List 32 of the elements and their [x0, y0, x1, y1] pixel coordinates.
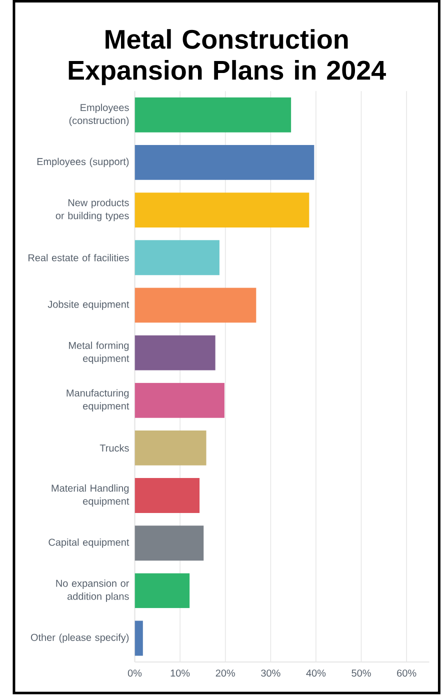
x-tick-label: 0% — [128, 670, 142, 677]
bar — [134, 192, 310, 228]
bar — [134, 288, 256, 323]
bar — [134, 335, 216, 370]
bar — [134, 430, 206, 466]
y-tick-label: Employees (support) — [37, 158, 129, 168]
x-tick-label: 50% — [352, 670, 371, 677]
y-tick-label: Real estate of facilities — [28, 254, 129, 262]
y-tick-label: New products or building types — [56, 198, 129, 222]
x-tick-label: 40% — [306, 670, 326, 677]
y-tick-label: No expansion or addition plans — [56, 580, 129, 602]
bar — [134, 382, 224, 418]
y-tick-label: Trucks — [100, 444, 129, 452]
bar — [134, 240, 220, 276]
y-tick-label: Other (please specify) — [30, 634, 129, 643]
bar — [134, 526, 204, 561]
bar — [134, 144, 314, 180]
x-tick-label: 20% — [216, 670, 235, 677]
x-tick-label: 60% — [396, 670, 416, 677]
x-tick-label: 30% — [260, 670, 280, 677]
y-tick-label: Capital equipment — [48, 538, 130, 548]
bar — [134, 620, 143, 656]
bar — [134, 478, 200, 513]
y-tick-label: Metal forming equipment — [68, 342, 130, 364]
chart-title: Metal Construction Expansion Plans in 2024 — [68, 29, 386, 86]
y-tick-label: Employees (construction) — [69, 104, 129, 126]
bar — [134, 97, 291, 132]
y-tick-label: Jobsite equipment — [48, 300, 130, 310]
y-tick-label: Material Handling equipment — [52, 484, 130, 507]
x-tick-label: 10% — [170, 670, 190, 677]
bar — [134, 573, 190, 608]
y-tick-label: Manufacturing equipment — [66, 389, 130, 412]
